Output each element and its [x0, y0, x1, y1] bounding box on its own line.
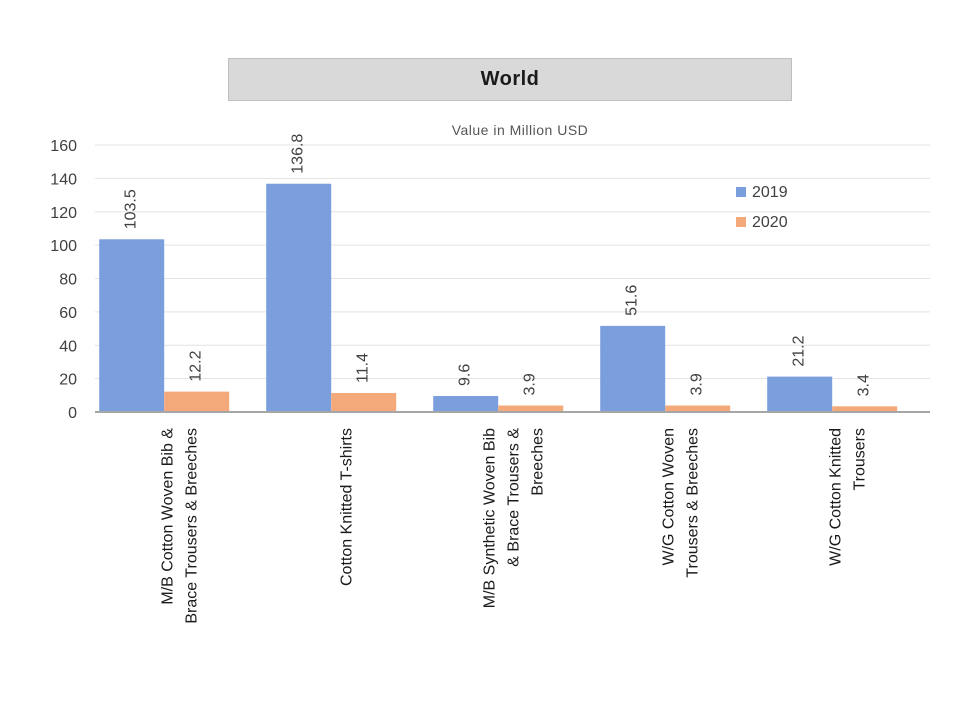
- bar-2020: [832, 406, 898, 412]
- legend: 2019 2020: [736, 184, 788, 231]
- y-tick-label: 40: [59, 338, 77, 355]
- x-tick-label-line: Breeches: [530, 428, 547, 496]
- legend-label-2019: 2019: [752, 184, 788, 201]
- x-tick-label-line: M/B Synthetic Woven Bib: [482, 428, 499, 608]
- data-label-2020: 11.4: [355, 353, 372, 383]
- bar-2019: [600, 325, 666, 412]
- bar-2019: [433, 395, 499, 412]
- chart-subtitle: Value in Million USD: [451, 122, 589, 138]
- legend-label-2020: 2020: [752, 214, 788, 231]
- bar-2019: [266, 183, 332, 412]
- bar-2020: [665, 405, 731, 412]
- data-label-2019: 21.2: [791, 335, 808, 366]
- y-tick-label: 80: [59, 272, 77, 289]
- data-label-2020: 3.9: [522, 373, 539, 395]
- data-labels: 103.5 12.2 136.8 11.4 9.6 3.9 51.6 3.9 21.2 3.4: [123, 134, 873, 397]
- x-tick-label-line: Cotton Knitted T-shirts: [339, 428, 356, 586]
- bars: [99, 183, 898, 412]
- x-tick-label-line: Trousers: [852, 428, 869, 491]
- bar-2019: [767, 376, 833, 412]
- y-tick-label: 0: [68, 405, 77, 422]
- x-tick-label: W/G Cotton Woven Trousers & Breeches: [661, 428, 702, 578]
- x-tick-label-line: W/G Cotton Woven: [661, 428, 678, 566]
- bar-2020: [498, 405, 564, 412]
- x-tick-label-line: Trousers & Breeches: [685, 428, 702, 578]
- data-label-2019: 103.5: [123, 189, 140, 229]
- x-tick-label-line: W/G Cotton Knitted: [828, 428, 845, 566]
- y-tick-label: 20: [59, 372, 77, 389]
- x-tick-label: M/B Cotton Woven Bib & Brace Trousers & B…: [160, 428, 201, 624]
- y-tick-label: 140: [50, 171, 77, 188]
- x-tick-label-line: M/B Cotton Woven Bib &: [160, 428, 177, 605]
- legend-swatch-2020: [736, 217, 746, 227]
- y-tick-label: 160: [50, 138, 77, 155]
- chart-title: World: [228, 58, 792, 101]
- x-tick-label: W/G Cotton Knitted Trousers: [828, 428, 869, 566]
- data-label-2019: 136.8: [290, 134, 307, 174]
- y-tick-label: 100: [50, 238, 77, 255]
- data-label-2020: 3.4: [856, 374, 873, 396]
- x-tick-label: M/B Synthetic Woven Bib & Brace Trousers …: [482, 428, 547, 609]
- bar-2019: [99, 239, 165, 412]
- bar-2020: [331, 392, 397, 412]
- bar-2020: [164, 391, 230, 412]
- x-tick-label: Cotton Knitted T-shirts: [339, 428, 356, 586]
- data-label-2020: 3.9: [689, 373, 706, 395]
- data-label-2019: 9.6: [457, 364, 474, 386]
- y-axis: 0 20 40 60 80 100 120 140 160: [50, 138, 77, 422]
- legend-swatch-2019: [736, 187, 746, 197]
- x-tick-label-line: & Brace Trousers &: [506, 428, 523, 567]
- data-label-2020: 12.2: [188, 350, 205, 381]
- x-axis: M/B Cotton Woven Bib & Brace Trousers & B…: [95, 411, 930, 624]
- y-tick-label: 120: [50, 205, 77, 222]
- data-label-2019: 51.6: [624, 285, 641, 316]
- y-tick-label: 60: [59, 305, 77, 322]
- x-tick-label-line: Brace Trousers & Breeches: [184, 428, 201, 624]
